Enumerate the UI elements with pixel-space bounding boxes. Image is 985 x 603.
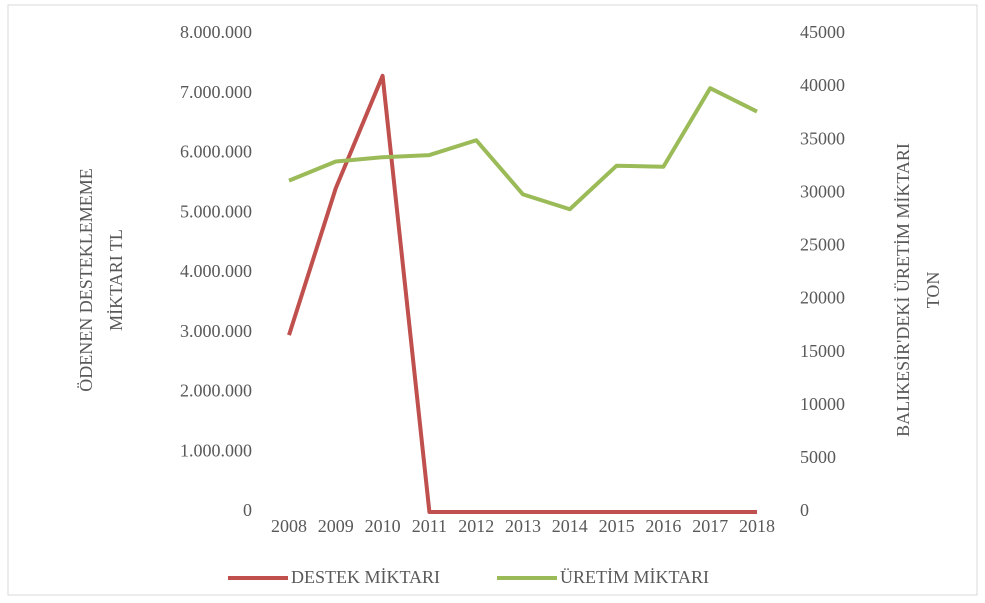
x-tick-label: 2016 bbox=[645, 516, 681, 536]
data-line bbox=[288, 86, 758, 212]
y-tick-label: 2.000.000 bbox=[180, 381, 252, 401]
y-tick-label: 3.000.000 bbox=[180, 321, 252, 341]
y2-tick-label: 0 bbox=[800, 500, 809, 520]
y2-axis-title: BALIKESİR'DEKİ ÜRETİM MİKTARI bbox=[893, 143, 913, 437]
y-tick-label: 8.000.000 bbox=[180, 22, 252, 42]
y2-tick-label: 35000 bbox=[800, 128, 845, 148]
x-tick-label: 2012 bbox=[458, 516, 494, 536]
y-tick-label: 6.000.000 bbox=[180, 142, 252, 162]
y-tick-label: 4.000.000 bbox=[180, 261, 252, 281]
legend-label: ÜRETİM MİKTARI bbox=[560, 567, 709, 587]
y2-tick-label: 40000 bbox=[800, 75, 845, 95]
x-tick-label: 2015 bbox=[599, 516, 635, 536]
x-tick-label: 2017 bbox=[692, 516, 728, 536]
y-axis-title: MİKTARI TL bbox=[106, 229, 126, 331]
y-tick-label: 5.000.000 bbox=[180, 201, 252, 221]
x-tick-label: 2013 bbox=[505, 516, 541, 536]
y2-tick-label: 15000 bbox=[800, 341, 845, 361]
y2-tick-label: 25000 bbox=[800, 235, 845, 255]
x-tick-label: 2011 bbox=[412, 516, 447, 536]
legend-label: DESTEK MİKTARI bbox=[291, 567, 440, 587]
x-tick-label: 2009 bbox=[318, 516, 354, 536]
chart-border bbox=[7, 4, 978, 596]
y-tick-label: 1.000.000 bbox=[180, 440, 252, 460]
y2-tick-label: 5000 bbox=[800, 447, 836, 467]
y2-axis-title: TON bbox=[923, 272, 943, 309]
y-tick-label: 0 bbox=[243, 500, 252, 520]
x-tick-label: 2008 bbox=[271, 516, 307, 536]
y2-tick-label: 20000 bbox=[800, 288, 845, 308]
y-tick-label: 7.000.000 bbox=[180, 82, 252, 102]
y-axis-title: ÖDENEN DESTEKLEMEME bbox=[76, 168, 96, 391]
y2-tick-label: 10000 bbox=[800, 394, 845, 414]
x-tick-label: 2018 bbox=[739, 516, 775, 536]
y2-tick-label: 30000 bbox=[800, 181, 845, 201]
y2-tick-label: 45000 bbox=[800, 22, 845, 42]
x-tick-label: 2014 bbox=[552, 516, 588, 536]
x-tick-label: 2010 bbox=[365, 516, 401, 536]
data-line bbox=[287, 73, 757, 514]
